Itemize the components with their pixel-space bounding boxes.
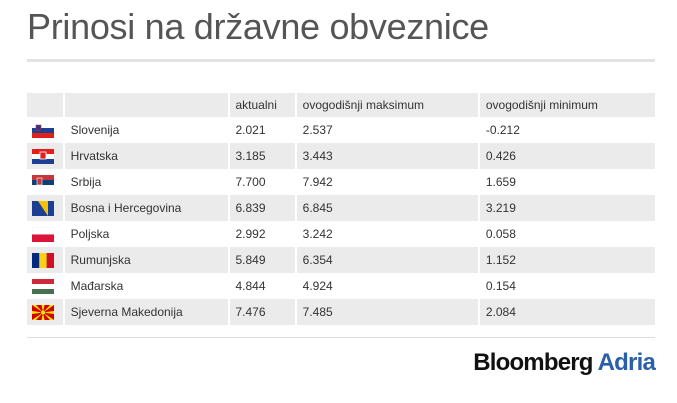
value-cell: 2.021 [235, 123, 266, 137]
value-cell: 3.443 [296, 143, 478, 169]
table-row: Srbija 7.700 7.942 1.659 [27, 169, 655, 195]
flag-cell [27, 273, 63, 299]
value-cell: 2.992 [235, 227, 266, 241]
flag-icon [32, 278, 54, 294]
value-cell: 0.154 [485, 279, 516, 293]
table-row: Bosna i Hercegovina 6.839 6.845 3.219 [27, 195, 655, 221]
country-cell: Rumunjska [64, 247, 228, 273]
flag-icon [32, 304, 54, 320]
table-row: Rumunjska 5.849 6.354 1.152 [27, 247, 655, 273]
flag-cell [27, 299, 63, 325]
value-cell: 0.426 [479, 143, 655, 169]
title: Prinosi na državne obveznice [27, 6, 489, 47]
flag-cell [27, 221, 63, 247]
flag-cell [27, 143, 63, 169]
value-cell: 6.839 [229, 195, 295, 221]
column-header: ovogodišnji maksimum [296, 93, 478, 117]
value-cell: 2.084 [479, 299, 655, 325]
value-cell: 7.700 [235, 175, 266, 189]
value-cell: 7.942 [302, 175, 333, 189]
value-cell: 2.537 [302, 123, 333, 137]
country-cell: Mađarska [70, 279, 124, 293]
value-cell: 3.185 [229, 143, 295, 169]
value-cell: 4.844 [235, 279, 266, 293]
title-rule [27, 59, 655, 62]
country-cell: Srbija [70, 175, 102, 189]
value-cell: 7.485 [296, 299, 478, 325]
logo-brand: Bloomberg [473, 349, 593, 376]
table-row: Slovenija 2.021 2.537 -0.212 [27, 117, 655, 143]
value-cell: -0.212 [485, 123, 520, 137]
yield-table: aktualni ovogodišnji maksimum ovogodišnji … [25, 93, 657, 325]
flag-cell [27, 195, 63, 221]
country-cell: Hrvatska [64, 143, 228, 169]
table-row: Mađarska 4.844 4.924 0.154 [27, 273, 655, 299]
value-cell: 1.659 [485, 175, 516, 189]
value-cell: 6.354 [296, 247, 478, 273]
table-row: Poljska 2.992 3.242 0.058 [27, 221, 655, 247]
flag-cell [27, 117, 63, 143]
value-cell: 0.058 [485, 227, 516, 241]
country-cell: Bosna i Hercegovina [64, 195, 228, 221]
table-body: Slovenija 2.021 2.537 -0.212 Hrvatska 3.185 3.… [27, 117, 655, 325]
header-row: aktualni ovogodišnji maksimum ovogodišnji … [27, 93, 655, 117]
flag-icon [32, 148, 54, 164]
flag-cell [27, 169, 63, 195]
column-header: aktualni [229, 93, 295, 117]
value-cell: 4.924 [302, 279, 333, 293]
country-cell: Poljska [70, 227, 110, 241]
value-cell: 1.152 [479, 247, 655, 273]
value-cell: 7.476 [229, 299, 295, 325]
logo: Bloomberg Adria [473, 349, 656, 377]
value-cell: 5.849 [229, 247, 295, 273]
flag-icon [32, 174, 54, 190]
flag-icon [32, 122, 54, 138]
value-cell: 3.219 [479, 195, 655, 221]
logo-sub: Adria [597, 349, 656, 376]
flag-header [27, 93, 63, 117]
flag-icon [32, 226, 54, 242]
flag-cell [27, 247, 63, 273]
flag-icon [32, 200, 54, 216]
country-cell: Sjeverna Makedonija [64, 299, 228, 325]
table-row: Sjeverna Makedonija 7.476 7.485 2.084 [27, 299, 655, 325]
country-header [64, 93, 228, 117]
flag-icon [32, 252, 54, 268]
country-cell: Slovenija [70, 123, 120, 137]
table-row: Hrvatska 3.185 3.443 0.426 [27, 143, 655, 169]
column-header: ovogodišnji minimum [479, 93, 655, 117]
bottom-rule [27, 337, 655, 338]
value-cell: 6.845 [296, 195, 478, 221]
value-cell: 3.242 [302, 227, 333, 241]
